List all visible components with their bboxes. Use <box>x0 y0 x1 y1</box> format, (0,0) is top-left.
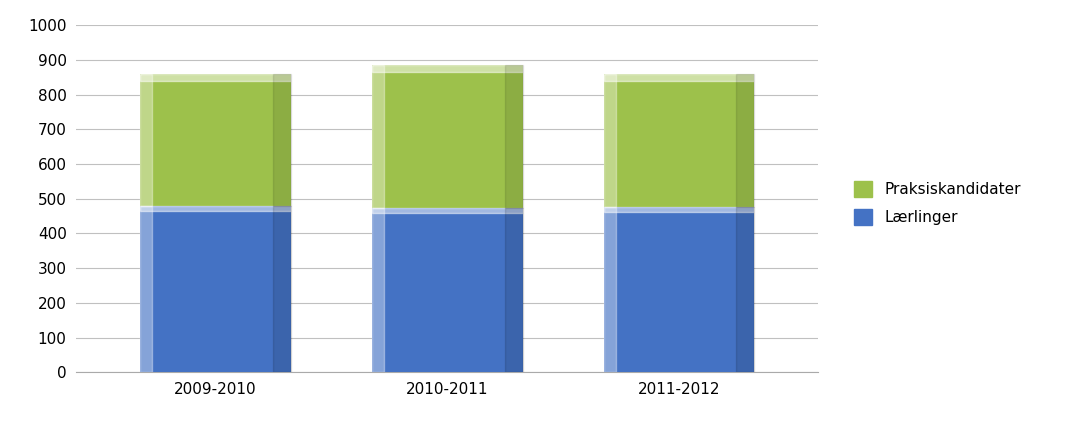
Bar <box>372 65 384 208</box>
Bar <box>140 74 291 206</box>
Bar <box>736 208 755 372</box>
Bar <box>372 208 384 372</box>
Bar <box>603 74 755 81</box>
Bar <box>273 74 291 206</box>
Bar <box>140 206 152 372</box>
Bar <box>603 208 615 372</box>
Bar <box>372 208 523 213</box>
Bar <box>140 206 291 211</box>
Bar <box>504 208 523 372</box>
Bar <box>603 74 755 208</box>
Bar <box>140 206 291 372</box>
Bar <box>372 208 523 372</box>
Bar <box>140 74 291 80</box>
Bar <box>372 65 523 208</box>
Bar <box>504 65 523 208</box>
Bar <box>603 74 615 208</box>
Legend: Praksiskandidater, Lærlinger: Praksiskandidater, Lærlinger <box>848 175 1027 231</box>
Bar <box>736 74 755 208</box>
Bar <box>372 65 523 72</box>
Bar <box>140 74 152 206</box>
Bar <box>603 208 755 212</box>
Bar <box>273 206 291 372</box>
Bar <box>603 208 755 372</box>
